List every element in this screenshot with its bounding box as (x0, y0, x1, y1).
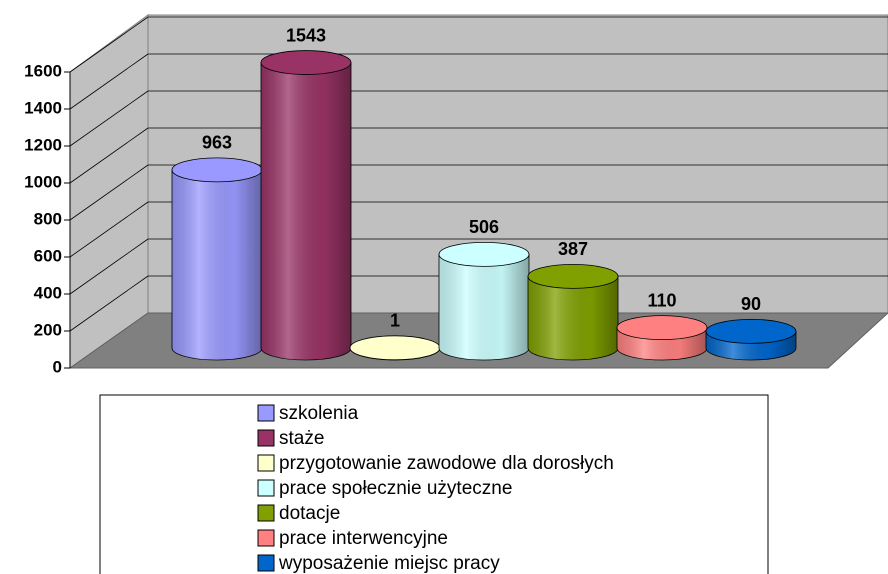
grid-line (69, 164, 149, 221)
bar-top (260, 50, 352, 75)
grid-line (69, 16, 149, 73)
y-tick-label: 400 (34, 283, 62, 302)
y-tick-label: 600 (34, 246, 62, 265)
legend-label: dotacje (279, 503, 340, 524)
bar-top (171, 157, 263, 183)
data-label: 506 (469, 217, 499, 237)
bar-top (349, 335, 441, 361)
data-label: 387 (558, 239, 588, 259)
grid-line (69, 201, 149, 258)
data-label: 90 (741, 294, 761, 314)
bar-top (616, 315, 708, 341)
legend-swatch (257, 429, 275, 447)
legend-swatch (257, 454, 275, 472)
grid-line (69, 53, 149, 110)
bar-shade (261, 62, 351, 361)
grid-line (69, 127, 149, 184)
side-wall (69, 14, 149, 369)
legend-swatch (257, 554, 275, 572)
y-tick-label: 0 (53, 357, 62, 376)
legend-label: prace interwencyjne (279, 528, 448, 549)
legend-label: przygotowanie zawodowe dla dorosłych (279, 453, 614, 474)
data-label: 963 (202, 133, 232, 153)
y-tick-label: 1200 (24, 135, 62, 154)
bar-top (527, 264, 619, 289)
data-label: 1 (390, 311, 400, 331)
bar-shade (439, 254, 529, 360)
y-tick-label: 1600 (24, 61, 62, 80)
data-label: 1543 (286, 25, 326, 45)
legend-swatch (257, 504, 275, 522)
bar-top (705, 318, 797, 344)
legend-label: wyposażenie miejsc pracy (278, 553, 500, 574)
y-tick-label: 200 (34, 320, 62, 339)
bar-top (438, 241, 530, 267)
legend-label: szkolenia (279, 403, 359, 424)
legend-swatch (257, 529, 275, 547)
grid-line (69, 238, 149, 295)
legend-swatch (257, 479, 275, 497)
legend-swatch (257, 404, 275, 422)
bar-shade (528, 276, 618, 360)
bar-shade (172, 169, 262, 360)
y-tick-label: 1400 (24, 98, 62, 117)
data-label: 110 (647, 290, 676, 310)
grid-line (69, 275, 149, 332)
y-tick-label: 1000 (24, 172, 62, 191)
legend-label: prace społecznie użyteczne (279, 478, 512, 499)
y-tick-label: 800 (34, 209, 62, 228)
grid-line (69, 90, 149, 147)
legend-label: staże (279, 428, 324, 449)
